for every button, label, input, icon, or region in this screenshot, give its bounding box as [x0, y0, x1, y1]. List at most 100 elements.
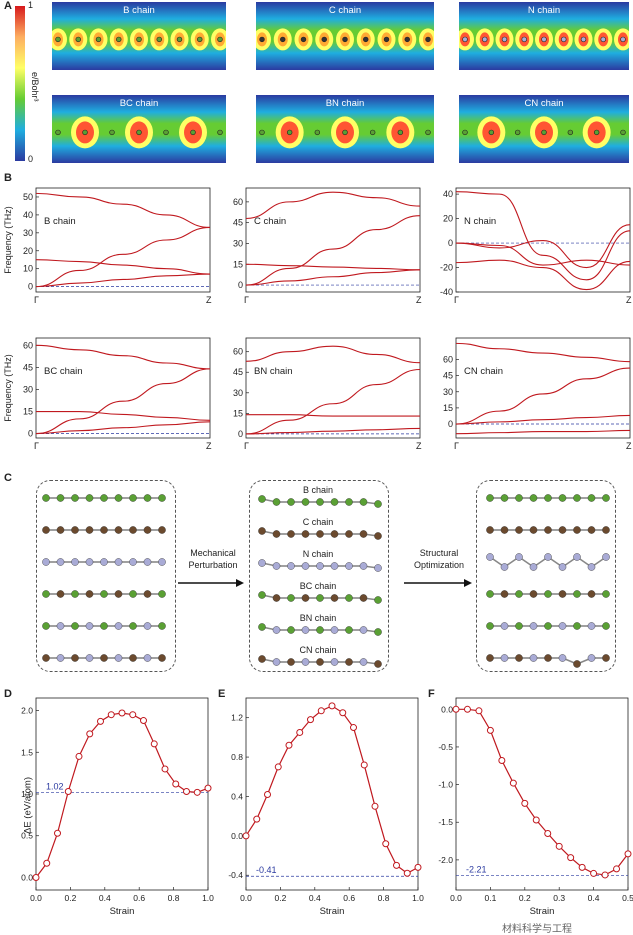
chain-atom — [114, 590, 123, 598]
x-label-gamma: Γ — [34, 441, 39, 451]
energy-point — [578, 863, 586, 871]
chain-atom — [500, 654, 509, 662]
chain-atom — [71, 494, 79, 502]
atom-marker — [280, 36, 286, 43]
initial-chain-c — [42, 526, 166, 534]
plot-frame — [455, 337, 631, 439]
phonon-branch — [35, 192, 211, 228]
x-label-z: Z — [626, 441, 632, 451]
chain-atom — [529, 526, 538, 534]
chain-atom — [158, 526, 166, 534]
process-arrow-head — [464, 579, 472, 587]
energy-point — [107, 711, 115, 719]
chain-atom — [500, 590, 509, 598]
energy-point — [601, 871, 609, 879]
chain-atom — [359, 562, 368, 570]
phonon-dispersion-plots: 0 10 20 30 40 50 B chain Γ Z Frequency (THz) 0 15 30… — [3, 187, 632, 451]
energy-point — [253, 815, 261, 823]
x-tick-label: 0.4 — [309, 893, 321, 903]
y-tick-label: -1.5 — [438, 817, 453, 827]
phonon-ylabel: Frequency (THz) — [3, 354, 13, 422]
chain-atom — [602, 494, 610, 502]
chain-label: C chain — [303, 517, 334, 527]
x-tick-label: 0.0 — [240, 893, 252, 903]
y-tick-label: 30 — [23, 228, 33, 238]
atom-marker — [259, 36, 265, 43]
y-tick-label: 30 — [233, 388, 243, 398]
chain-atom — [359, 594, 368, 602]
chain-atom — [272, 658, 281, 666]
phonon-branch — [455, 242, 631, 266]
chain-atom — [56, 590, 65, 598]
energy-ylabel: ΔE (eV/atom) — [22, 776, 34, 835]
energy-point — [118, 709, 126, 717]
chain-atom — [100, 526, 108, 534]
chain-atom — [359, 658, 368, 666]
chain-atom — [330, 594, 339, 602]
x-tick-label: 1.0 — [202, 893, 214, 903]
phonon-ylabel: Frequency (THz) — [3, 206, 13, 274]
x-tick-label: 0.6 — [343, 893, 355, 903]
chain-atom — [544, 590, 552, 598]
y-tick-label: 40 — [23, 210, 33, 220]
y-tick-label: 0.5 — [21, 831, 33, 841]
chain-atom — [301, 498, 310, 506]
chain-atom — [42, 526, 50, 534]
panel_e-plot: 0.0 0.2 0.4 0.6 0.8 1.0 -0.4 0.0 0.4 0.8 1.2 Strain… — [228, 697, 424, 917]
colorbar-min: 0 — [28, 154, 34, 164]
chain-atom — [544, 622, 552, 630]
atom-marker — [217, 36, 223, 43]
chain-atom — [258, 591, 266, 599]
energy-point — [532, 816, 540, 824]
atom-marker — [397, 129, 404, 136]
atom-marker — [75, 36, 81, 43]
y-tick-label: 0.8 — [231, 752, 243, 762]
atom-marker — [561, 36, 567, 43]
chain-atom — [258, 655, 266, 663]
energy-point — [75, 752, 83, 760]
y-tick-label: 60 — [233, 347, 243, 357]
chain-atom — [602, 553, 610, 561]
y-tick-label: 45 — [233, 218, 243, 228]
energy-point — [463, 705, 471, 713]
y-tick-label: 60 — [233, 197, 243, 207]
energy-point — [414, 863, 422, 871]
x-label-gamma: Γ — [454, 295, 459, 305]
chain-atom — [100, 590, 108, 598]
colorbar-unit: e/Bohr³ — [30, 72, 40, 102]
chain-atom — [544, 526, 552, 534]
energy-point — [317, 707, 325, 715]
optimized-chain-c — [486, 526, 610, 534]
energy-point — [613, 865, 621, 873]
optimized-chain-b — [486, 494, 610, 502]
y-tick-label: -40 — [440, 287, 453, 297]
chain-atom — [359, 626, 368, 634]
reference-value: 1.02 — [46, 781, 64, 791]
phonon-plot-label: C chain — [254, 216, 286, 227]
atom-marker — [462, 36, 468, 43]
y-tick-label: -20 — [440, 263, 453, 273]
chain-atom — [85, 494, 94, 502]
chain-label: BC chain — [300, 581, 337, 591]
chain-atom — [100, 558, 108, 566]
chain-atom — [359, 530, 368, 538]
chain-atom — [587, 526, 596, 534]
phonon-plot-label: BN chain — [254, 366, 293, 377]
atom-marker — [342, 129, 348, 136]
energy-point — [204, 784, 212, 792]
energy-point — [97, 717, 104, 725]
optimized-chains-box — [476, 480, 616, 672]
atom-marker — [600, 36, 606, 43]
chain-atom — [114, 558, 123, 566]
chain-atom — [143, 654, 152, 662]
colorbar — [15, 6, 25, 161]
x-tick-label: 0.3 — [553, 893, 565, 903]
phonon-plot-5: 0 15 30 45 60 CN chain Γ Z — [443, 337, 632, 451]
y-tick-label: 1.2 — [231, 713, 243, 723]
phonon-branch — [455, 191, 631, 281]
reference-value: -2.21 — [466, 865, 487, 875]
atom-marker — [541, 129, 547, 136]
chain-atom — [158, 558, 166, 566]
chain-atom — [558, 622, 567, 630]
y-tick-label: 15 — [443, 403, 453, 413]
